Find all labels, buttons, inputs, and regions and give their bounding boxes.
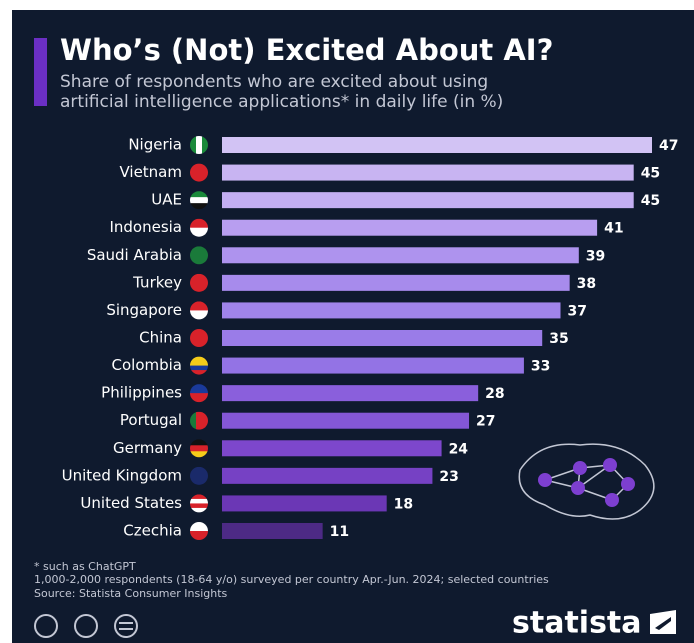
category-label: China [139, 329, 182, 347]
category-label: Saudi Arabia [87, 246, 182, 264]
category-label: Nigeria [128, 136, 182, 154]
category-label: Czechia [123, 522, 182, 540]
value-label: 39 [586, 248, 605, 264]
category-label: Germany [113, 439, 182, 457]
value-label: 27 [476, 414, 495, 430]
category-label: Singapore [106, 301, 182, 319]
bar [222, 220, 597, 236]
bar [222, 137, 652, 153]
bar [222, 330, 542, 346]
category-label: Turkey [132, 273, 182, 291]
category-label: Portugal [120, 411, 182, 429]
flag-stripe [190, 503, 208, 508]
bar [222, 523, 323, 539]
category-label: United States [80, 494, 182, 512]
logo-mark [650, 610, 676, 634]
value-label: 41 [604, 221, 623, 237]
value-label: 38 [577, 276, 596, 292]
title-accent [34, 38, 47, 106]
footnote: * such as ChatGPT [34, 560, 136, 573]
value-label: 23 [439, 469, 458, 485]
value-label: 18 [394, 496, 413, 512]
flag-stripe [190, 366, 208, 371]
bar [222, 165, 634, 181]
subtitle: artificial intelligence applications* in… [60, 92, 503, 112]
bar [222, 468, 432, 484]
flag-stripe [190, 499, 208, 504]
chart-title: Who’s (Not) Excited About AI? [60, 33, 553, 67]
bar [222, 302, 561, 318]
bar [222, 440, 442, 456]
category-label: Philippines [101, 384, 182, 402]
chart: Who’s (Not) Excited About AI? Share of r… [0, 0, 694, 643]
category-label: United Kingdom [62, 466, 182, 484]
flag-stripe [190, 361, 208, 366]
flag-stripe [196, 412, 203, 430]
source: Source: Statista Consumer Insights [34, 587, 228, 600]
category-label: Colombia [112, 356, 183, 374]
value-label: 11 [330, 524, 349, 540]
value-label: 47 [659, 138, 678, 154]
value-label: 37 [568, 303, 587, 319]
category-label: Vietnam [119, 163, 182, 181]
bar [222, 495, 387, 511]
flag-stripe [190, 197, 208, 204]
subtitle: Share of respondents who are excited abo… [60, 72, 488, 92]
bar [222, 358, 524, 374]
value-label: 45 [641, 193, 660, 209]
value-label: 24 [449, 441, 469, 457]
bar [222, 385, 478, 401]
footnote: 1,000-2,000 respondents (18-64 y/o) surv… [34, 573, 549, 586]
category-label: UAE [151, 191, 182, 209]
flag-stripe [190, 445, 208, 452]
bar [222, 275, 570, 291]
value-label: 33 [531, 359, 550, 375]
value-label: 45 [641, 166, 660, 182]
category-label: Indonesia [109, 218, 182, 236]
bar [222, 247, 579, 263]
bar [222, 413, 469, 429]
logo: statista [512, 606, 642, 641]
bar [222, 192, 634, 208]
value-label: 35 [549, 331, 568, 347]
flag-stripe [196, 136, 203, 154]
value-label: 28 [485, 386, 504, 402]
